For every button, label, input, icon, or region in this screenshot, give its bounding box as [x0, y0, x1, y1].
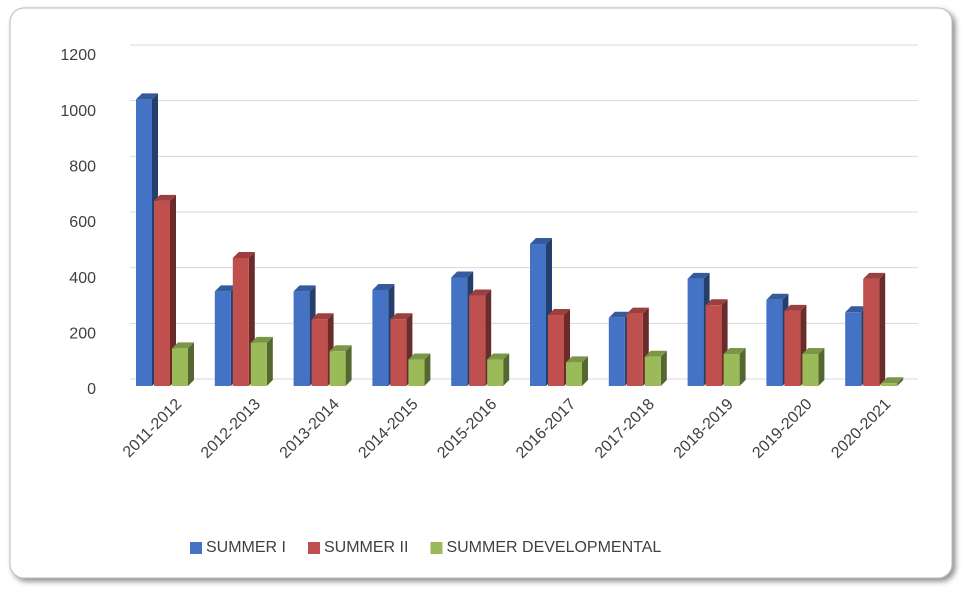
bar [311, 319, 328, 386]
bar-top [311, 313, 334, 320]
bar-side [188, 342, 194, 386]
bar [372, 289, 389, 386]
bar-top [293, 285, 316, 292]
bar-side [818, 347, 825, 386]
legend-swatch [308, 542, 320, 554]
bar-side [582, 356, 588, 386]
bar [451, 277, 468, 386]
bar-side [503, 353, 510, 386]
bar [687, 278, 704, 386]
bar-top [451, 271, 474, 278]
legend-label: SUMMER II [324, 539, 408, 556]
bar-top [687, 272, 710, 279]
bar-top [802, 347, 825, 354]
y-tick-label: 1000 [60, 103, 96, 120]
bar [766, 299, 783, 386]
bar [487, 359, 504, 386]
bar-top [250, 336, 273, 343]
bar [644, 356, 661, 386]
bar [548, 315, 564, 386]
bar-side [424, 353, 431, 386]
bar-top [136, 93, 158, 100]
bar-side [897, 377, 904, 386]
bar-top [172, 342, 194, 349]
y-tick-label: 600 [69, 214, 96, 231]
legend-label: SUMMER I [206, 539, 286, 556]
bar-top [705, 299, 728, 306]
bar-top [329, 345, 352, 352]
bar-top [408, 353, 431, 360]
bar-top [487, 353, 510, 360]
bar [214, 291, 231, 386]
bar-side [266, 336, 273, 386]
bar-top [214, 285, 237, 292]
bar-top [469, 289, 492, 296]
bar [608, 317, 625, 386]
bar-side [739, 347, 746, 386]
bar-top [881, 377, 904, 384]
bar [293, 291, 310, 386]
bar [250, 342, 267, 386]
bar-top [845, 306, 868, 313]
bar [136, 99, 152, 387]
bar-top [530, 238, 552, 245]
bar [408, 359, 425, 386]
bar [469, 295, 486, 386]
bar [626, 313, 643, 386]
bar-top [548, 309, 570, 316]
bar-top [608, 311, 631, 318]
bar [154, 200, 170, 386]
bar [232, 257, 249, 386]
y-tick-label: 400 [69, 270, 96, 287]
bar [172, 348, 188, 386]
bar-top [232, 251, 255, 258]
y-tick-label: 1200 [60, 47, 96, 64]
bar-top [154, 194, 176, 201]
bar [784, 310, 801, 386]
bar [845, 312, 862, 386]
bar-top [372, 283, 395, 290]
bar-top [566, 356, 588, 363]
legend-label: SUMMER DEVELOPMENTAL [446, 539, 661, 556]
bar [881, 383, 898, 386]
bar-side [345, 345, 352, 386]
bar-side [879, 272, 886, 386]
bar [705, 305, 722, 386]
bar [329, 351, 346, 386]
legend-swatch [190, 542, 202, 554]
bar [566, 362, 582, 386]
bar [723, 353, 740, 386]
bar-side [660, 350, 667, 386]
y-tick-label: 800 [69, 159, 96, 176]
bar-top [390, 313, 413, 320]
bar-top [626, 307, 649, 314]
bar [530, 244, 546, 386]
bar [802, 353, 819, 386]
y-tick-label: 200 [69, 326, 96, 343]
bar-top [766, 293, 789, 300]
y-tick-label: 0 [87, 381, 96, 398]
bar-top [784, 304, 807, 311]
bar-side [170, 194, 176, 386]
bar-top [863, 272, 886, 279]
legend-swatch [430, 542, 443, 554]
bar [863, 278, 880, 386]
bar [390, 319, 407, 386]
bar-top [644, 350, 667, 357]
bar-top [723, 347, 746, 354]
